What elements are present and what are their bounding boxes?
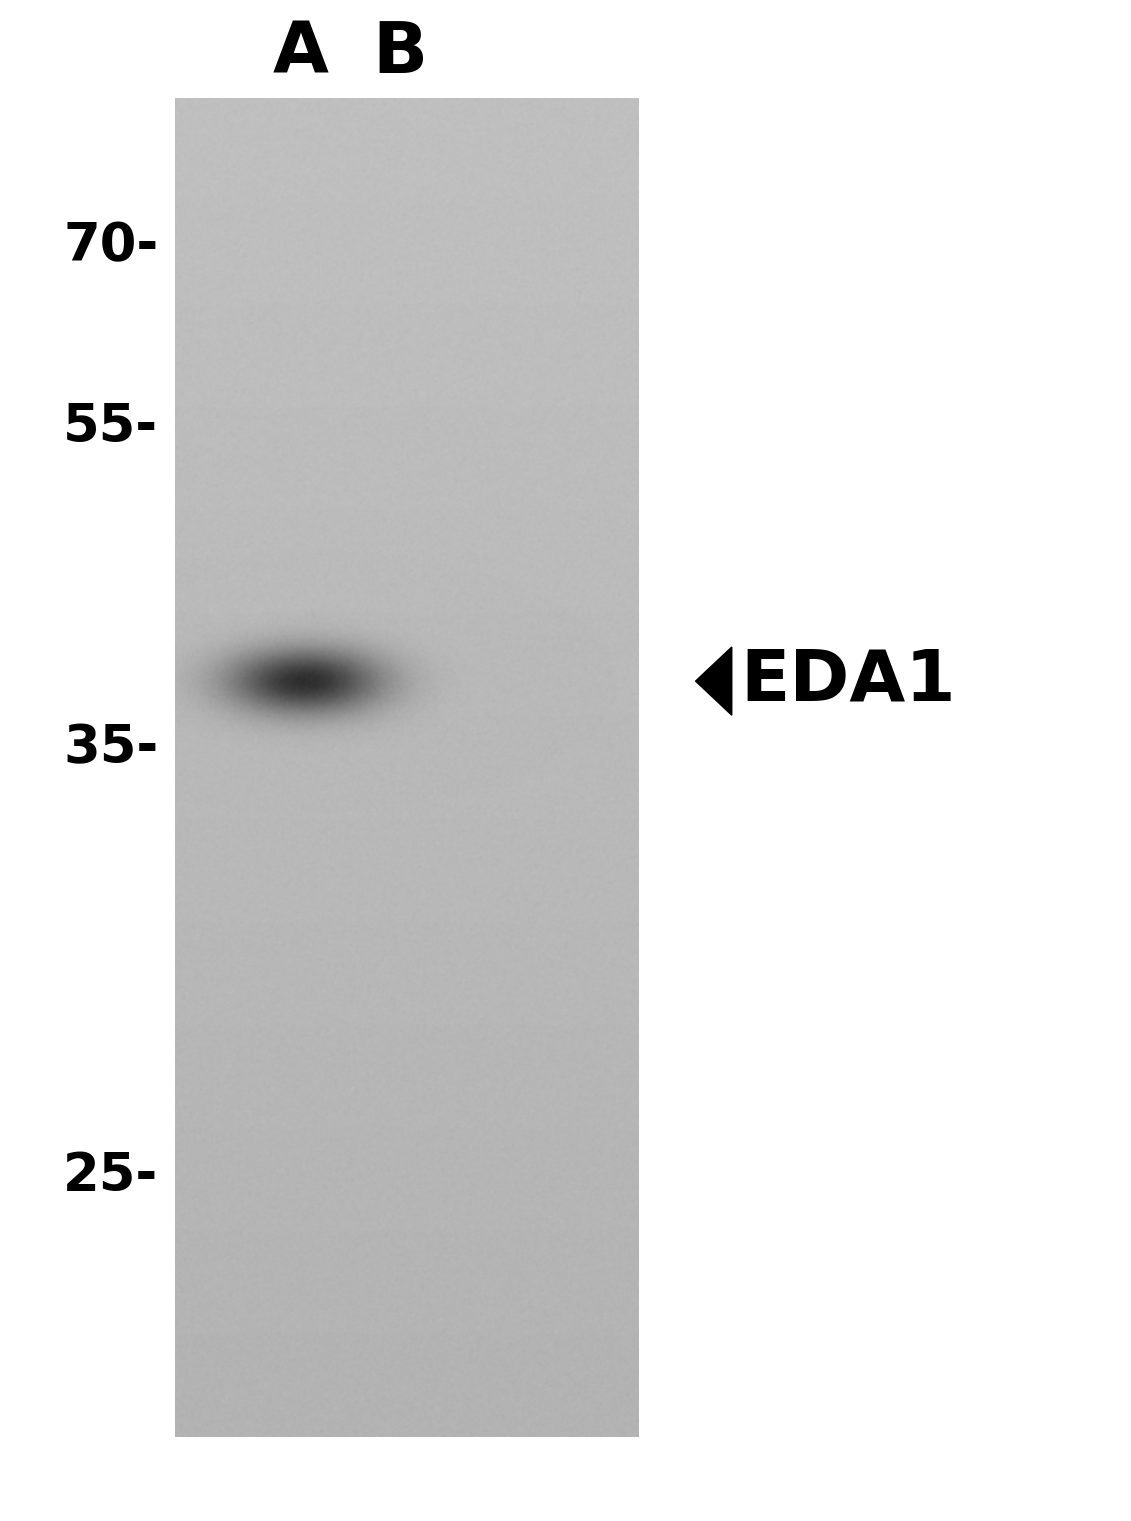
Text: 25-: 25- [63, 1150, 158, 1202]
Text: B: B [372, 18, 428, 88]
Text: 35-: 35- [63, 722, 158, 774]
Polygon shape [696, 646, 732, 715]
Text: 55-: 55- [63, 402, 158, 453]
Text: EDA1: EDA1 [741, 646, 957, 715]
Text: A: A [273, 18, 328, 88]
Text: 70-: 70- [63, 221, 158, 272]
